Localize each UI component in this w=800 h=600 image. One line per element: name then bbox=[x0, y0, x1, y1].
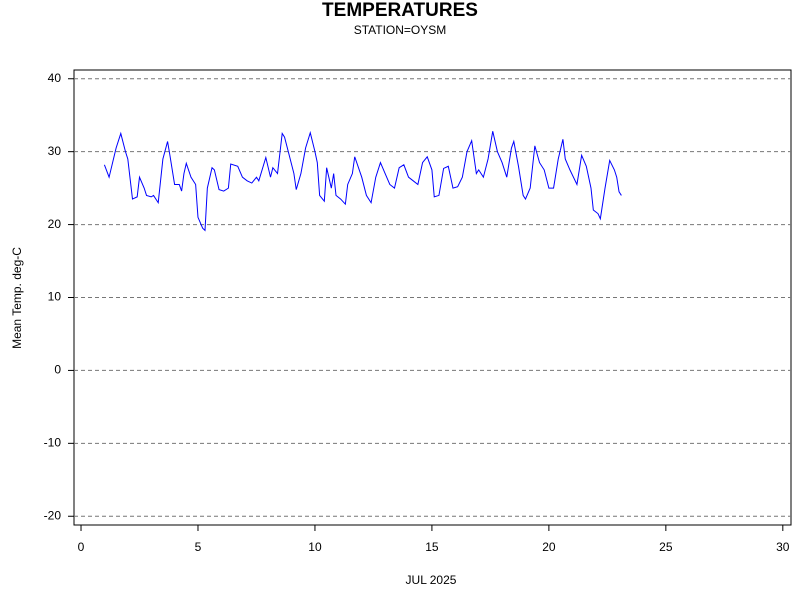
chart-subtitle: STATION=OYSM bbox=[354, 23, 447, 37]
x-tick-label: 10 bbox=[308, 540, 322, 554]
x-tick-label: 20 bbox=[542, 540, 556, 554]
y-tick-label: 40 bbox=[48, 71, 62, 85]
y-axis-label: Mean Temp. deg-C bbox=[10, 247, 24, 349]
y-tick-label: 10 bbox=[48, 290, 62, 304]
y-tick-label: 20 bbox=[48, 217, 62, 231]
x-tick-label: 30 bbox=[776, 540, 790, 554]
y-tick-label: 0 bbox=[54, 363, 61, 377]
x-tick-label: 5 bbox=[195, 540, 202, 554]
y-tick-label: -20 bbox=[44, 508, 62, 522]
chart-title: TEMPERATURES bbox=[322, 0, 478, 21]
y-tick-label: -10 bbox=[44, 436, 62, 450]
x-tick-label: 25 bbox=[659, 540, 673, 554]
data-line bbox=[103, 130, 622, 232]
y-tick-label: 30 bbox=[48, 144, 62, 158]
x-tick-label: 0 bbox=[78, 540, 85, 554]
x-axis-label: JUL 2025 bbox=[406, 573, 457, 587]
x-tick-label: 15 bbox=[425, 540, 439, 554]
